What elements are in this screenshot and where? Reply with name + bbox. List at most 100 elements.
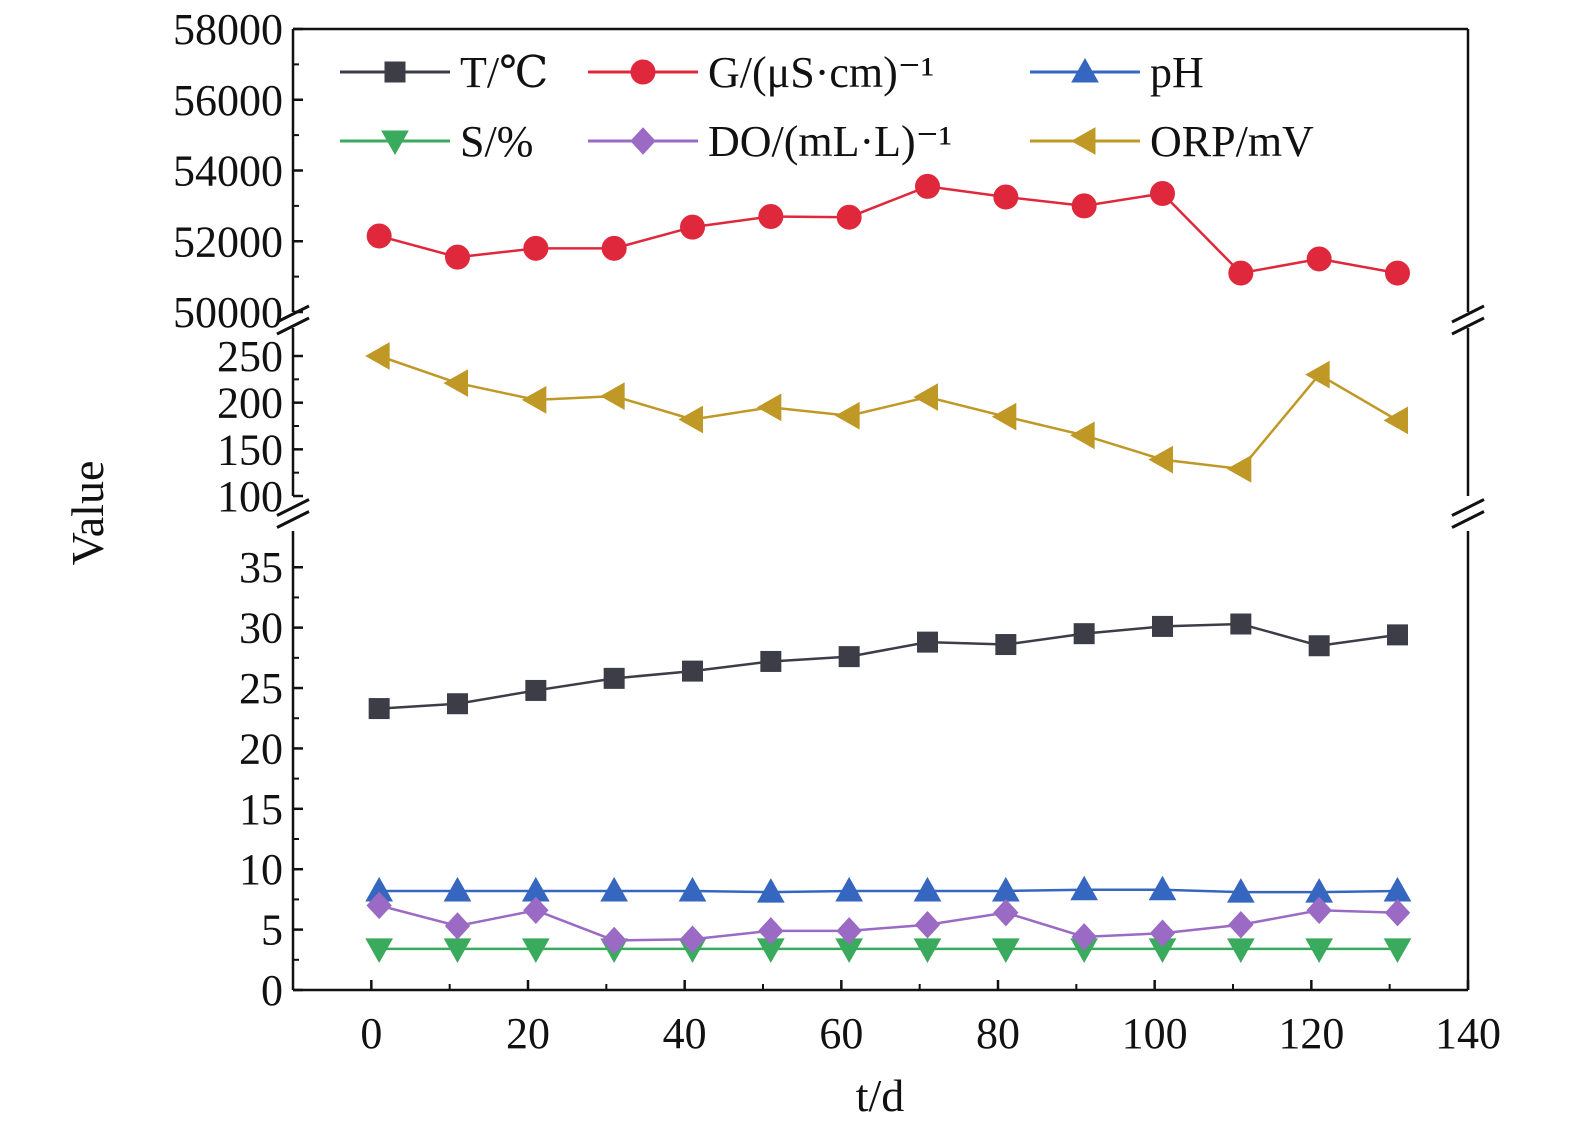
data-point-1-1 [445,244,470,270]
data-point-0-8 [995,634,1017,656]
data-point-2-7 [913,876,942,902]
y-tick-label-0-0: 0 [261,966,283,1015]
legend-marker-1 [630,59,656,85]
data-point-4-4 [679,925,706,954]
data-point-4-8 [993,898,1019,927]
data-point-2-10 [1148,875,1177,901]
x-tick-label-5: 100 [1122,1009,1188,1058]
y-tick-label-2-2: 54000 [173,147,283,196]
data-point-1-2 [523,235,549,261]
data-point-5-12 [1305,360,1330,389]
legend-marker-3 [381,130,409,156]
series-line-1 [378,185,1398,275]
data-point-5-3 [600,382,625,410]
data-point-5-5 [756,393,782,422]
y-axis-title: Value [62,461,113,566]
y-tick-label-0-7: 35 [239,543,283,592]
data-point-1-9 [1071,193,1097,219]
x-tick-label-7: 140 [1435,1009,1501,1058]
data-point-5-1 [443,369,468,397]
data-point-1-11 [1228,260,1254,286]
x-axis-title: t/d [856,1070,905,1121]
legend-item-3: S/% [340,117,533,166]
data-point-1-10 [1150,180,1175,206]
data-point-2-3 [600,876,629,902]
series-1 [366,173,1410,286]
data-point-0-7 [917,631,938,653]
data-point-4-7 [914,911,941,939]
y-tick-label-1-2: 200 [217,379,283,428]
series-line-0 [379,622,1398,710]
data-point-2-13 [1383,876,1412,902]
x-tick-label-1: 20 [506,1009,550,1058]
data-point-1-8 [993,184,1019,210]
data-point-4-2 [523,896,549,925]
axis-break-0-0-1 [276,316,310,336]
y-tick-label-2-1: 52000 [173,217,283,266]
series-2 [365,875,1412,903]
data-point-4-3 [601,926,627,955]
data-point-3-0 [365,938,394,963]
data-point-2-9 [1070,875,1099,901]
y-tick-label-1-3: 250 [217,332,283,381]
data-point-2-4 [678,876,707,902]
data-point-3-11 [1226,938,1255,963]
series-line-4 [378,904,1398,942]
data-point-4-6 [836,917,862,945]
series-line-2 [379,888,1398,894]
x-tick-label-4: 80 [976,1009,1020,1058]
legend-label-3: S/% [460,117,533,166]
legend-label-0: T/℃ [460,48,548,97]
y-tick-label-0-6: 30 [239,604,283,653]
data-point-3-13 [1383,938,1412,963]
data-point-1-5 [758,203,784,229]
data-point-5-2 [521,386,547,414]
legend-label-5: ORP/mV [1150,117,1314,166]
data-point-3-1 [443,938,472,963]
series-4 [366,891,1411,955]
data-point-5-7 [913,383,938,411]
data-point-2-6 [835,876,864,902]
x-tick-label-2: 40 [663,1009,707,1058]
legend-marker-5 [1070,127,1096,155]
series-line-5 [378,354,1399,471]
legend-label-2: pH [1150,48,1204,97]
legend-item-4: DO/(mL·L)⁻¹ [588,117,952,166]
legend-item-1: G/(μS·cm)⁻¹ [588,48,934,97]
data-point-4-10 [1149,919,1176,947]
data-point-3-7 [913,938,942,963]
data-point-0-6 [838,646,860,668]
data-point-0-5 [760,650,782,672]
y-tick-label-1-0: 100 [217,472,283,521]
legend-marker-4 [630,127,656,155]
y-tick-label-0-5: 25 [239,664,283,713]
data-point-5-11 [1226,455,1252,483]
data-point-5-8 [991,402,1017,431]
data-point-1-3 [601,235,627,261]
y-tick-label-2-3: 56000 [173,76,283,125]
data-point-5-0 [365,342,390,370]
data-point-0-11 [1230,613,1252,635]
data-point-0-3 [603,667,625,689]
data-point-0-13 [1387,624,1408,646]
data-point-3-8 [991,938,1020,963]
data-point-3-2 [521,938,550,963]
data-point-5-4 [678,405,703,434]
legend-label-4: DO/(mL·L)⁻¹ [708,117,952,166]
plot-area [365,173,1412,963]
axis-break-1-1-1 [1451,510,1485,529]
y-tick-label-1-1: 150 [217,425,283,474]
y-tick-label-2-0: 50000 [173,288,283,337]
legend-item-5: ORP/mV [1030,117,1314,166]
data-point-2-5 [756,878,785,903]
data-point-4-0 [366,891,392,920]
data-point-4-12 [1306,896,1332,925]
data-point-2-11 [1226,878,1255,903]
axis-break-0-1-0 [1451,304,1485,324]
axes: 0 20 40 60 80 100 120 1400510152025303510015020… [173,5,1501,1058]
data-point-2-1 [443,876,472,902]
y-tick-label-0-1: 5 [261,906,283,955]
series-3 [365,938,1412,963]
data-point-0-0 [368,698,390,720]
data-point-5-9 [1070,421,1095,450]
